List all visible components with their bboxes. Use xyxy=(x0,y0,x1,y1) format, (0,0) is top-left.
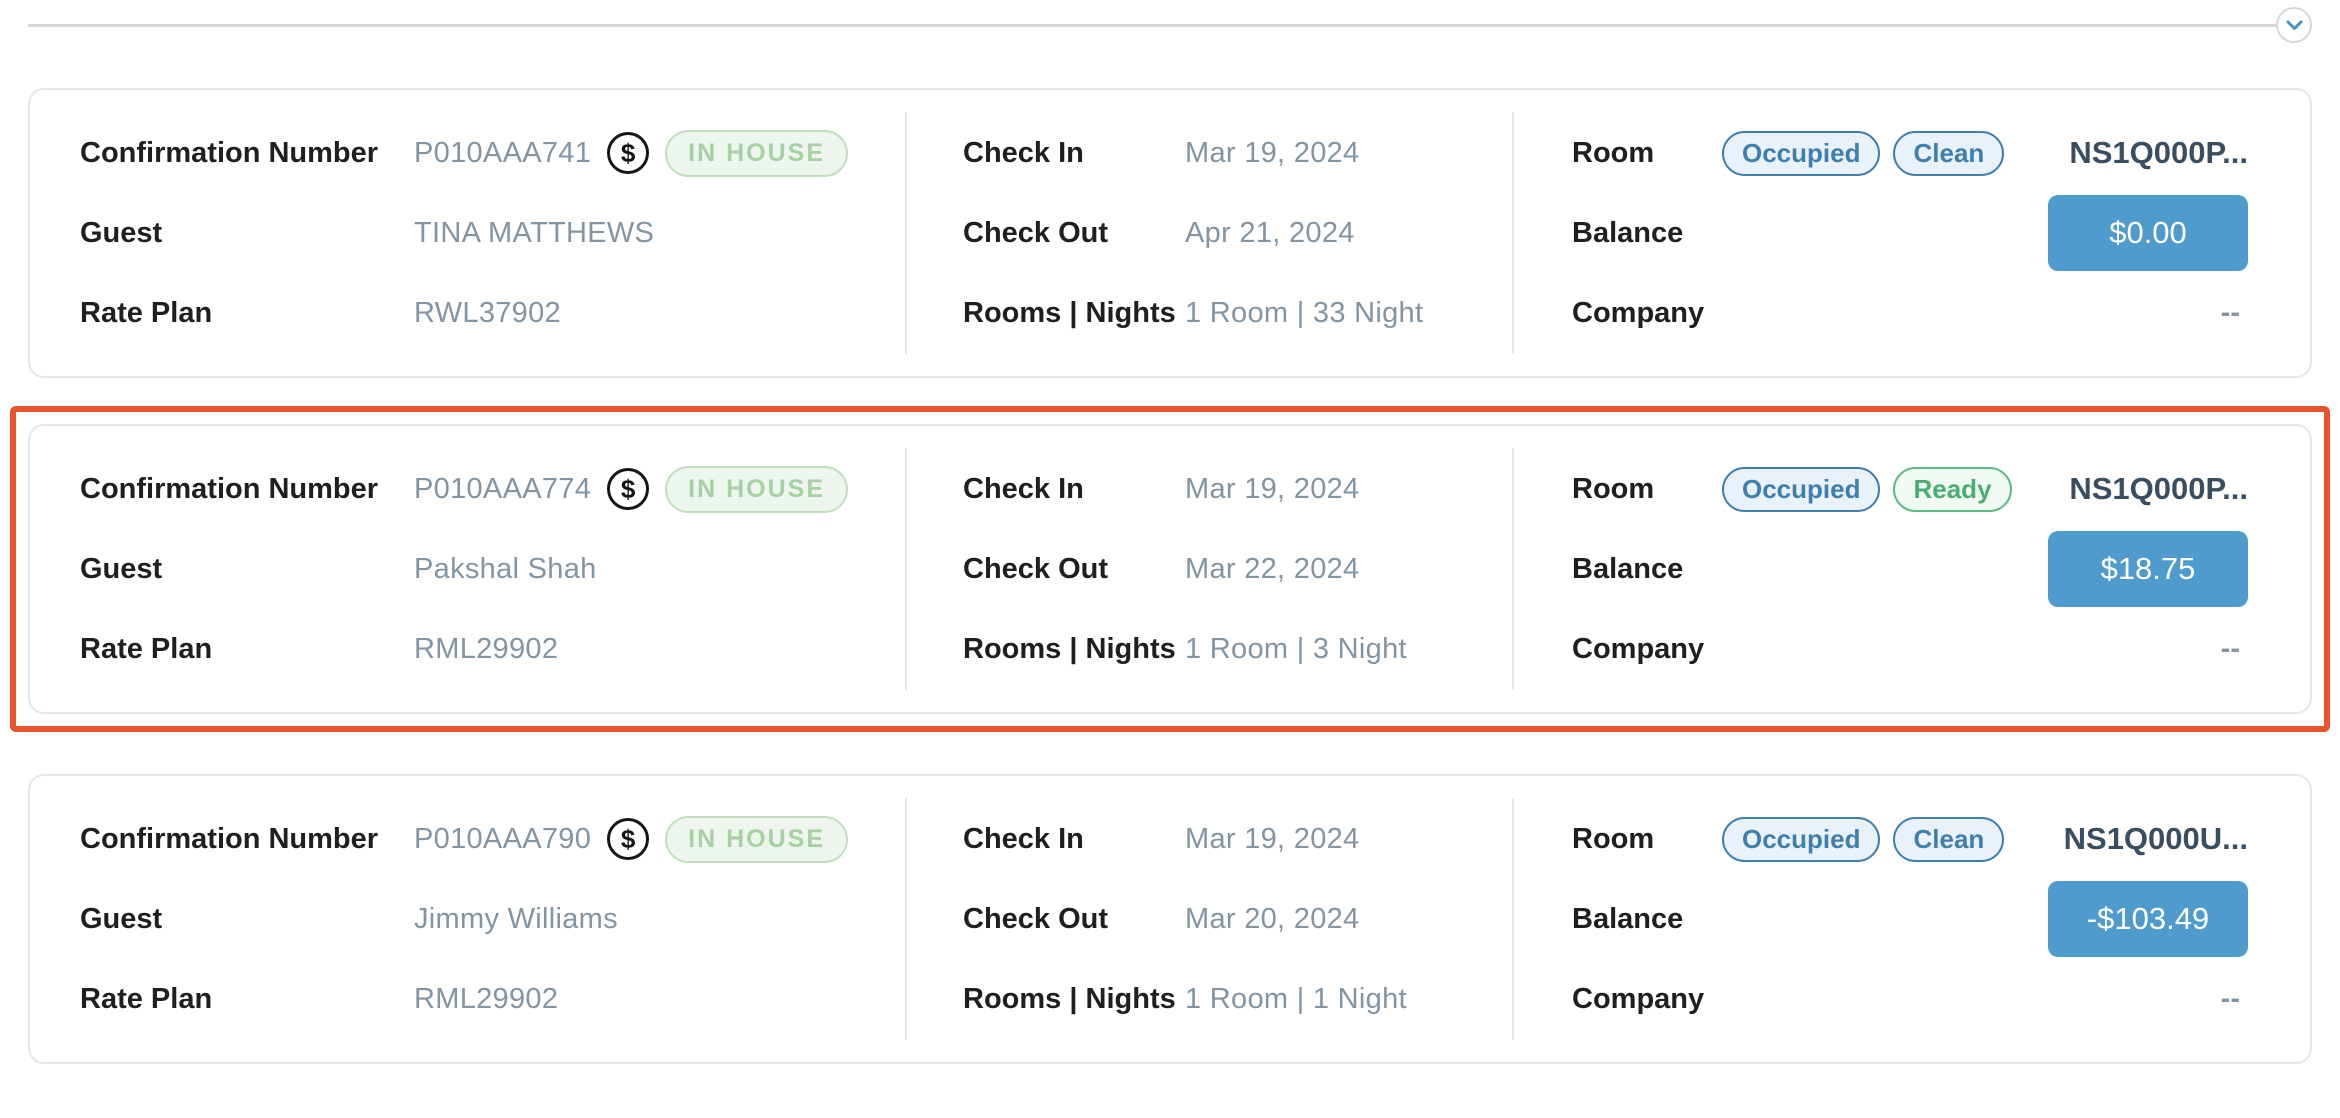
check-in-label: Check In xyxy=(963,472,1084,505)
room-label: Room xyxy=(1572,472,1655,505)
confirmation-number-label: Confirmation Number xyxy=(80,822,379,855)
in-house-status-badge: IN HOUSE xyxy=(665,465,849,513)
check-in-value: Mar 19, 2024 xyxy=(1185,136,1360,169)
check-out-label: Check Out xyxy=(963,552,1109,585)
room-condition-badge: Clean xyxy=(1893,816,2005,862)
company-value: -- xyxy=(2220,982,2240,1015)
room-number-value: NS1Q000U... xyxy=(2063,821,2248,856)
check-in-label: Check In xyxy=(963,136,1084,169)
company-label: Company xyxy=(1572,296,1705,329)
company-label: Company xyxy=(1572,982,1705,1015)
balance-label: Balance xyxy=(1572,902,1684,935)
rooms-nights-label: Rooms | Nights xyxy=(963,632,1176,665)
selected-reservation-highlight: Confirmation Number P010AAA774 $ IN HOUS… xyxy=(10,406,2330,732)
balance-button[interactable]: $0.00 xyxy=(2048,195,2248,271)
rooms-nights-label: Rooms | Nights xyxy=(963,296,1176,329)
room-number-value: NS1Q000P... xyxy=(2069,471,2248,506)
reservation-card[interactable]: Confirmation Number P010AAA790 $ IN HOUS… xyxy=(28,774,2312,1064)
check-in-label: Check In xyxy=(963,822,1084,855)
rate-plan-value: RML29902 xyxy=(414,632,559,665)
room-occupancy-badge: Occupied xyxy=(1722,466,1881,512)
rate-plan-value: RWL37902 xyxy=(414,296,561,329)
check-out-value: Apr 21, 2024 xyxy=(1185,216,1355,249)
company-value: -- xyxy=(2220,296,2240,329)
reservation-card[interactable]: Confirmation Number P010AAA774 $ IN HOUS… xyxy=(28,424,2312,714)
rate-plan-label: Rate Plan xyxy=(80,632,213,665)
room-number-value: NS1Q000P... xyxy=(2069,135,2248,170)
rooms-nights-value: 1 Room | 3 Night xyxy=(1185,632,1407,665)
reservation-card[interactable]: Confirmation Number P010AAA741 $ IN HOUS… xyxy=(28,88,2312,378)
guest-label: Guest xyxy=(80,902,163,935)
reservation-list: Confirmation Number P010AAA741 $ IN HOUS… xyxy=(0,88,2340,1064)
confirmation-number-value: P010AAA790 xyxy=(414,822,592,855)
confirmation-number-label: Confirmation Number xyxy=(80,472,379,505)
rooms-nights-label: Rooms | Nights xyxy=(963,982,1176,1015)
room-label: Room xyxy=(1572,136,1655,169)
column-divider xyxy=(905,448,907,690)
column-divider xyxy=(1512,798,1514,1040)
check-out-label: Check Out xyxy=(963,216,1109,249)
check-out-value: Mar 22, 2024 xyxy=(1185,552,1360,585)
guest-label: Guest xyxy=(80,552,163,585)
rooms-nights-value: 1 Room | 1 Night xyxy=(1185,982,1407,1015)
check-out-value: Mar 20, 2024 xyxy=(1185,902,1360,935)
rate-plan-value: RML29902 xyxy=(414,982,559,1015)
column-divider xyxy=(905,798,907,1040)
column-divider xyxy=(905,112,907,354)
check-in-value: Mar 19, 2024 xyxy=(1185,822,1360,855)
section-divider xyxy=(28,23,2278,27)
company-label: Company xyxy=(1572,632,1705,665)
confirmation-number-value: P010AAA774 xyxy=(414,472,592,505)
room-condition-badge: Ready xyxy=(1893,466,2012,512)
room-condition-badge: Clean xyxy=(1893,130,2005,176)
section-collapse-row xyxy=(0,0,2340,43)
company-value: -- xyxy=(2220,632,2240,665)
room-occupancy-badge: Occupied xyxy=(1722,130,1881,176)
dollar-icon[interactable]: $ xyxy=(607,468,650,510)
column-divider xyxy=(1512,112,1514,354)
rooms-nights-value: 1 Room | 33 Night xyxy=(1185,296,1424,329)
column-divider xyxy=(1512,448,1514,690)
guest-value: Jimmy Williams xyxy=(414,902,618,935)
rate-plan-label: Rate Plan xyxy=(80,296,213,329)
guest-value: Pakshal Shah xyxy=(414,552,597,585)
balance-label: Balance xyxy=(1572,216,1684,249)
rate-plan-label: Rate Plan xyxy=(80,982,213,1015)
dollar-icon[interactable]: $ xyxy=(607,818,650,860)
guest-label: Guest xyxy=(80,216,163,249)
check-out-label: Check Out xyxy=(963,902,1109,935)
room-occupancy-badge: Occupied xyxy=(1722,816,1881,862)
chevron-down-icon xyxy=(2286,20,2302,30)
balance-button[interactable]: $18.75 xyxy=(2048,531,2248,607)
guest-value: TINA MATTHEWS xyxy=(414,216,655,249)
dollar-icon[interactable]: $ xyxy=(607,132,650,174)
confirmation-number-label: Confirmation Number xyxy=(80,136,379,169)
in-house-status-badge: IN HOUSE xyxy=(665,129,849,177)
in-house-status-badge: IN HOUSE xyxy=(665,815,849,863)
balance-button[interactable]: -$103.49 xyxy=(2048,881,2248,957)
balance-label: Balance xyxy=(1572,552,1684,585)
check-in-value: Mar 19, 2024 xyxy=(1185,472,1360,505)
collapse-section-button[interactable] xyxy=(2276,7,2312,43)
confirmation-number-value: P010AAA741 xyxy=(414,136,592,169)
room-label: Room xyxy=(1572,822,1655,855)
